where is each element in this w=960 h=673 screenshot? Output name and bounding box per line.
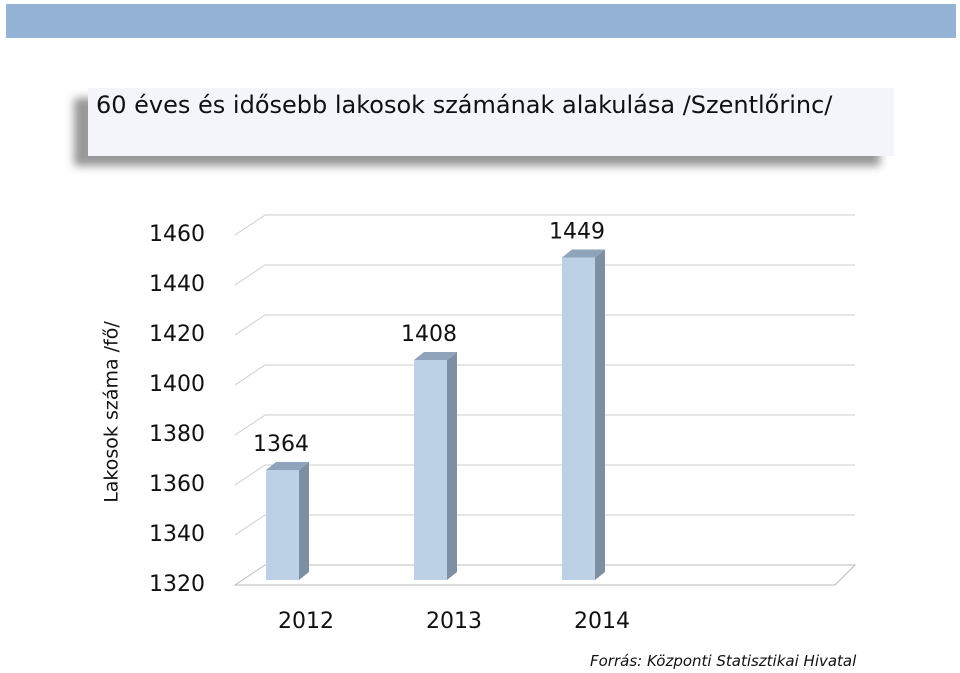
bar-side: [595, 249, 605, 580]
bar-top: [266, 462, 309, 470]
bar: [266, 470, 299, 580]
y-tick-label: 1400: [149, 372, 205, 397]
x-tick-label: 2012: [278, 609, 334, 634]
source-note: Forrás: Központi Statisztikai Hivatal: [590, 652, 857, 670]
header-band: [6, 4, 956, 38]
grid-line: [234, 264, 855, 286]
bar-top: [562, 249, 605, 258]
grid-line: [234, 464, 855, 486]
value-label: 1408: [401, 322, 457, 347]
bar-side: [447, 352, 457, 580]
bar: [562, 257, 595, 580]
y-tick-label: 1320: [149, 572, 205, 597]
bar: [414, 360, 447, 580]
value-label: 1364: [253, 432, 309, 457]
y-tick-label: 1460: [149, 222, 205, 247]
y-tick-label: 1340: [149, 522, 205, 547]
y-tick-label: 1440: [149, 272, 205, 297]
y-tick-label: 1380: [149, 422, 205, 447]
x-tick-label: 2014: [574, 609, 630, 634]
y-tick-label: 1420: [149, 322, 205, 347]
chart-title: 60 éves és idősebb lakosok számának alak…: [88, 88, 894, 156]
grid-line: [234, 214, 855, 236]
bar-top: [414, 352, 457, 360]
bar-side: [299, 462, 309, 580]
grid-line: [234, 514, 855, 536]
grid-line: [234, 364, 855, 386]
y-axis-label: Lakosok száma /fő/: [101, 321, 123, 503]
y-tick-label: 1360: [149, 472, 205, 497]
value-label: 1449: [549, 220, 605, 245]
floor: [233, 564, 857, 586]
x-tick-label: 2013: [426, 609, 482, 634]
grid-line: [234, 414, 855, 436]
grid-line: [234, 314, 855, 336]
